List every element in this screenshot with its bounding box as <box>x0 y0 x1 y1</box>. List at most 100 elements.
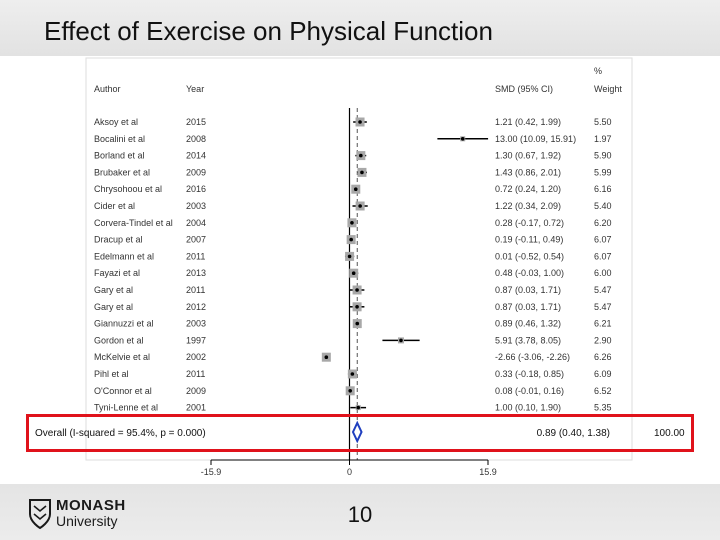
study-author: Pihl et al <box>94 369 129 379</box>
study-weight: 6.20 <box>594 218 612 228</box>
study-ci-text: 0.28 (-0.17, 0.72) <box>495 218 564 228</box>
study-point <box>360 170 364 175</box>
logo-wordmark: MONASH <box>56 497 126 514</box>
study-year: 2011 <box>186 251 205 261</box>
study-point <box>460 137 465 141</box>
study-point <box>324 355 329 360</box>
header-ci: SMD (95% CI) <box>495 84 553 94</box>
study-weight: 6.21 <box>594 319 612 329</box>
x-axis-tick-label: 15.9 <box>479 467 497 477</box>
study-author: Cider et al <box>94 201 135 211</box>
study-point <box>356 405 361 410</box>
study-year: 2016 <box>186 184 206 194</box>
study-weight: 5.50 <box>594 117 612 127</box>
study-author: Gary et al <box>94 285 133 295</box>
study-ci-text: 0.87 (0.03, 1.71) <box>495 302 561 312</box>
study-author: Bocalini et al <box>94 134 145 144</box>
study-ci-text: 0.89 (0.46, 1.32) <box>495 319 561 329</box>
study-year: 2003 <box>186 319 206 329</box>
study-author: Chrysohoou et al <box>94 184 162 194</box>
study-point <box>350 221 354 225</box>
study-point <box>359 153 363 158</box>
study-point <box>355 305 359 309</box>
page-number: 10 <box>347 502 373 527</box>
study-year: 2008 <box>186 134 206 144</box>
study-author: Aksoy et al <box>94 117 138 127</box>
study-year: 2009 <box>186 386 206 396</box>
study-point <box>399 338 403 343</box>
study-ci-text: 0.01 (-0.52, 0.54) <box>495 251 564 261</box>
study-ci-text: 5.91 (3.78, 8.05) <box>495 335 561 345</box>
overall-ci-text: 0.89 (0.40, 1.38) <box>537 428 610 439</box>
overall-diamond <box>351 420 363 444</box>
study-weight: 2.90 <box>594 335 612 345</box>
study-author: Borland et al <box>94 151 145 161</box>
study-year: 2002 <box>186 352 206 362</box>
header-year: Year <box>186 84 204 94</box>
study-weight: 6.52 <box>594 386 612 396</box>
logo-subtext: University <box>56 513 118 529</box>
study-author: Gary et al <box>94 302 133 312</box>
study-weight: 6.07 <box>594 235 612 245</box>
study-weight: 1.97 <box>594 134 612 144</box>
study-weight: 5.47 <box>594 285 612 295</box>
study-ci-text: 0.08 (-0.01, 0.16) <box>495 386 564 396</box>
study-point <box>347 254 352 259</box>
study-year: 2012 <box>186 302 206 312</box>
study-author: Corvera-Tindel et al <box>94 218 173 228</box>
study-year: 2011 <box>186 369 205 379</box>
study-year: 2013 <box>186 268 206 278</box>
study-weight: 5.47 <box>594 302 612 312</box>
study-year: 2014 <box>186 151 206 161</box>
study-ci-text: 1.21 (0.42, 1.99) <box>495 117 561 127</box>
study-ci-text: 0.87 (0.03, 1.71) <box>495 285 561 295</box>
study-year: 2003 <box>186 201 206 211</box>
monash-crest-icon <box>29 499 51 530</box>
study-weight: 6.07 <box>594 251 612 261</box>
footer-band <box>0 484 720 540</box>
study-year: 2001 <box>186 403 206 413</box>
study-author: Gordon et al <box>94 335 144 345</box>
study-ci-text: 13.00 (10.09, 15.91) <box>495 134 576 144</box>
overall-highlight-box <box>26 414 694 452</box>
study-author: Tyni-Lenne et al <box>94 403 158 413</box>
study-point <box>348 389 352 393</box>
study-ci-text: 0.19 (-0.11, 0.49) <box>495 235 563 245</box>
study-author: McKelvie et al <box>94 352 150 362</box>
study-point <box>358 204 362 208</box>
header-author: Author <box>94 84 121 94</box>
study-weight: 5.90 <box>594 151 612 161</box>
study-year: 2007 <box>186 235 206 245</box>
study-author: Edelmann et al <box>94 251 154 261</box>
header-weight-pct: % <box>594 66 602 76</box>
overall-label: Overall (I-squared = 95.4%, p = 0.000) <box>35 428 206 439</box>
study-author: O'Connor et al <box>94 386 152 396</box>
study-ci-text: 0.72 (0.24, 1.20) <box>495 184 561 194</box>
study-weight: 5.35 <box>594 403 612 413</box>
study-ci-text: 1.43 (0.86, 2.01) <box>495 167 561 177</box>
study-point <box>358 120 362 124</box>
study-point <box>353 187 358 191</box>
header-band <box>0 0 720 56</box>
study-point <box>351 271 356 276</box>
study-weight: 6.09 <box>594 369 612 379</box>
study-weight: 5.99 <box>594 167 612 177</box>
study-weight: 6.16 <box>594 184 612 194</box>
study-author: Fayazi et al <box>94 268 140 278</box>
header-weight: Weight <box>594 84 622 94</box>
study-ci-text: 1.00 (0.10, 1.90) <box>495 403 561 413</box>
study-point <box>350 372 355 376</box>
overall-weight: 100.00 <box>654 428 685 439</box>
x-axis-tick-label: -15.9 <box>201 467 222 477</box>
study-weight: 6.26 <box>594 352 612 362</box>
study-ci-text: 1.22 (0.34, 2.09) <box>495 201 561 211</box>
study-year: 2009 <box>186 167 206 177</box>
study-point <box>355 321 360 326</box>
x-axis-tick-label: 0 <box>347 467 352 477</box>
study-year: 2004 <box>186 218 206 228</box>
study-ci-text: 1.30 (0.67, 1.92) <box>495 151 561 161</box>
study-weight: 6.00 <box>594 268 612 278</box>
study-point <box>355 288 359 292</box>
study-ci-text: 0.33 (-0.18, 0.85) <box>495 369 564 379</box>
